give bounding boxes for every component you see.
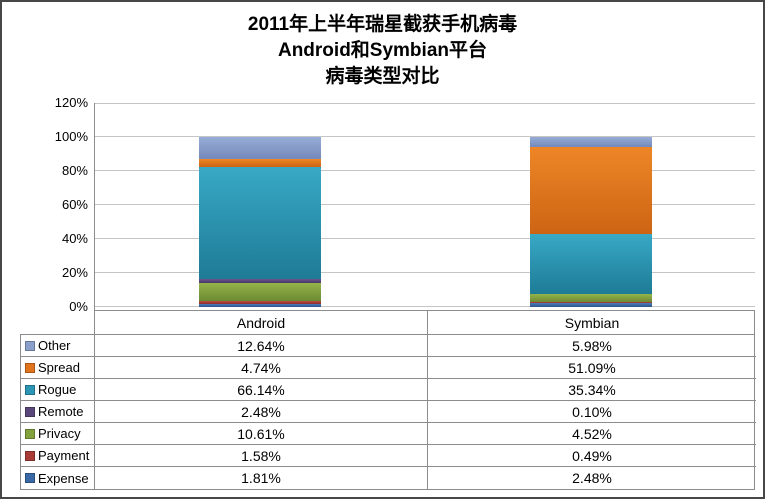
y-tick-label: 60% — [61, 197, 88, 212]
bar-segment-spread-symbian — [529, 147, 652, 235]
gridline-0 — [95, 306, 755, 307]
gridline-120 — [95, 103, 755, 104]
value-cell-remote-symbian: 0.10% — [428, 401, 756, 423]
legend-label: Expense — [38, 470, 89, 486]
value-cell-expense-android: 1.81% — [95, 467, 428, 489]
chart-title: 2011年上半年瑞星截获手机病毒 Android和Symbian平台 病毒类型对… — [2, 12, 763, 90]
gridline-20 — [95, 272, 755, 273]
legend-swatch-expense-icon — [25, 473, 35, 483]
stacked-bar-android — [199, 137, 322, 307]
value-cell-payment-symbian: 0.49% — [428, 445, 756, 467]
legend-cell-payment: Payment — [21, 445, 95, 467]
legend-label: Other — [38, 338, 71, 353]
legend-label: Privacy — [38, 426, 81, 441]
legend-cell-spread: Spread — [21, 357, 95, 379]
legend-swatch-spread-icon — [25, 362, 35, 373]
category-header-android: Android — [95, 311, 428, 334]
value-cell-privacy-android: 10.61% — [95, 423, 428, 445]
value-cell-other-android: 12.64% — [95, 335, 428, 357]
bar-segment-remote-android — [199, 279, 322, 284]
gridline-40 — [95, 238, 755, 239]
legend-swatch-rogue-icon — [25, 384, 35, 395]
legend-swatch-remote-icon — [25, 406, 35, 417]
bar-segment-expense-symbian — [529, 302, 652, 307]
legend-cell-rogue: Rogue — [21, 379, 95, 401]
bar-segment-expense-android — [199, 303, 322, 307]
legend-cell-expense: Expense — [21, 467, 95, 489]
legend-label: Remote — [38, 404, 84, 419]
y-tick-label: 20% — [61, 265, 88, 280]
legend-swatch-payment-icon — [25, 450, 35, 461]
value-cell-other-symbian: 5.98% — [428, 335, 756, 357]
stacked-bar-symbian — [529, 137, 652, 307]
y-tick-label: 40% — [61, 231, 88, 246]
data-table: Other 12.64% 5.98% Spread 4.74% 51.09% Rogue 66… — [20, 334, 756, 490]
value-cell-remote-android: 2.48% — [95, 401, 428, 423]
legend-swatch-privacy-icon — [25, 428, 35, 439]
bar-segment-payment-android — [199, 301, 322, 304]
bar-segment-rogue-symbian — [529, 234, 652, 295]
gridline-60 — [95, 204, 755, 205]
value-cell-spread-symbian: 51.09% — [428, 357, 756, 379]
bar-segment-rogue-android — [199, 166, 322, 280]
legend-cell-remote: Remote — [21, 401, 95, 423]
bar-segment-privacy-android — [199, 283, 322, 302]
bar-segment-other-android — [199, 137, 322, 159]
category-header-row: Android Symbian — [94, 310, 755, 334]
legend-label: Rogue — [38, 382, 77, 397]
value-cell-expense-symbian: 2.48% — [572, 470, 612, 486]
y-tick-label: 80% — [61, 163, 88, 178]
bar-segment-other-symbian — [529, 137, 652, 148]
legend-label: Payment — [38, 448, 90, 463]
y-axis-spine-extension — [94, 307, 95, 312]
gridline-80 — [95, 170, 755, 171]
legend-cell-privacy: Privacy — [21, 423, 95, 445]
bar-segment-privacy-symbian — [529, 294, 652, 302]
chart-title-line-3: 病毒类型对比 — [325, 66, 440, 87]
y-tick-label: 0% — [69, 299, 88, 314]
value-cell-rogue-android: 66.14% — [95, 379, 428, 401]
legend-swatch-other-icon — [25, 340, 35, 351]
plot-area — [94, 103, 755, 307]
gridline-100 — [95, 136, 755, 137]
bar-segment-payment-symbian — [529, 301, 652, 303]
chart-title-line-2: Android和Symbian平台 — [277, 40, 487, 61]
value-cell-spread-android: 4.74% — [95, 357, 428, 379]
value-cell-privacy-symbian: 4.52% — [428, 423, 756, 445]
value-cell-rogue-symbian: 35.34% — [428, 379, 756, 401]
bar-segment-spread-android — [199, 158, 322, 167]
legend-label: Spread — [38, 360, 80, 375]
y-tick-label: 100% — [54, 129, 88, 144]
value-cell-payment-android: 1.58% — [95, 445, 428, 467]
category-header-symbian: Symbian — [564, 314, 620, 331]
chart-title-line-1: 2011年上半年瑞星截获手机病毒 — [247, 14, 518, 35]
y-tick-label: 120% — [54, 95, 88, 110]
legend-cell-other: Other — [21, 335, 95, 357]
